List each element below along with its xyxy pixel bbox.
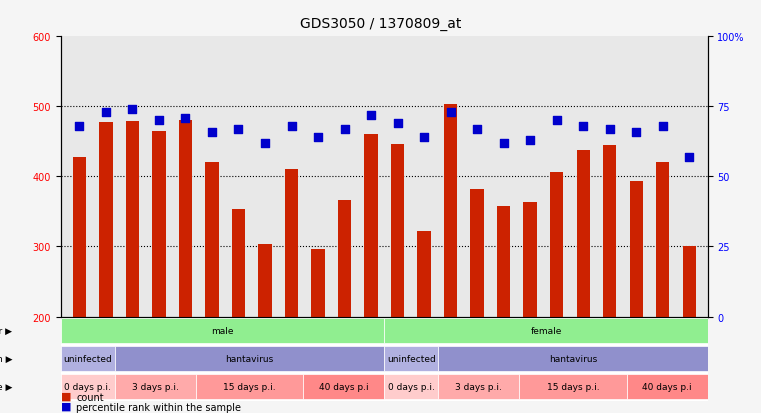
Bar <box>259 245 272 317</box>
Text: 40 days p.i: 40 days p.i <box>319 382 368 391</box>
Text: percentile rank within the sample: percentile rank within the sample <box>76 402 241 412</box>
FancyBboxPatch shape <box>61 374 115 399</box>
FancyBboxPatch shape <box>115 374 196 399</box>
Bar <box>550 173 563 317</box>
FancyBboxPatch shape <box>61 346 115 371</box>
Y-axis label: time ▶: time ▶ <box>0 382 12 391</box>
Point <box>498 140 510 147</box>
Point <box>550 118 562 124</box>
Point <box>444 109 457 116</box>
Point <box>206 129 218 135</box>
Text: ■: ■ <box>61 401 72 411</box>
FancyBboxPatch shape <box>627 374 708 399</box>
Y-axis label: gender ▶: gender ▶ <box>0 326 12 335</box>
Text: 3 days p.i.: 3 days p.i. <box>132 382 179 391</box>
Point <box>577 123 589 130</box>
Text: count: count <box>76 392 103 402</box>
Text: female: female <box>530 326 562 335</box>
Point <box>259 140 271 147</box>
Bar <box>683 247 696 317</box>
Text: GDS3050 / 1370809_at: GDS3050 / 1370809_at <box>300 17 461 31</box>
Bar <box>497 206 510 317</box>
FancyBboxPatch shape <box>384 318 708 343</box>
FancyBboxPatch shape <box>438 346 708 371</box>
Bar <box>232 209 245 317</box>
Text: 0 days p.i.: 0 days p.i. <box>65 382 111 391</box>
Point <box>153 118 165 124</box>
Bar <box>338 201 351 317</box>
Text: male: male <box>212 326 234 335</box>
Point <box>471 126 483 133</box>
Bar <box>285 169 298 317</box>
Point <box>339 126 351 133</box>
Point <box>683 154 696 161</box>
FancyBboxPatch shape <box>61 318 384 343</box>
Point <box>391 121 403 127</box>
Text: uninfected: uninfected <box>387 354 435 363</box>
Text: uninfected: uninfected <box>63 354 112 363</box>
Point <box>126 107 139 113</box>
FancyBboxPatch shape <box>438 374 519 399</box>
Bar <box>656 162 669 317</box>
Point <box>524 137 537 144</box>
Bar <box>470 190 484 317</box>
Bar <box>418 231 431 317</box>
Text: ■: ■ <box>61 391 72 401</box>
FancyBboxPatch shape <box>384 374 438 399</box>
Bar <box>603 145 616 317</box>
Point <box>365 112 377 119</box>
Point <box>418 135 430 141</box>
Bar <box>365 135 377 317</box>
Point <box>232 126 244 133</box>
Y-axis label: infection ▶: infection ▶ <box>0 354 12 363</box>
FancyBboxPatch shape <box>304 374 384 399</box>
FancyBboxPatch shape <box>384 346 438 371</box>
Point <box>657 123 669 130</box>
Text: 15 days p.i.: 15 days p.i. <box>223 382 275 391</box>
Bar <box>152 131 166 317</box>
Text: 3 days p.i.: 3 days p.i. <box>455 382 502 391</box>
Bar <box>629 182 643 317</box>
Bar <box>126 122 139 317</box>
FancyBboxPatch shape <box>115 346 384 371</box>
Bar <box>391 145 404 317</box>
Point <box>180 115 192 121</box>
Point <box>285 123 298 130</box>
Bar <box>577 150 590 317</box>
Bar <box>524 203 537 317</box>
FancyBboxPatch shape <box>196 374 304 399</box>
Point <box>100 109 112 116</box>
Text: hantavirus: hantavirus <box>225 354 274 363</box>
Bar <box>311 249 325 317</box>
Text: hantavirus: hantavirus <box>549 354 597 363</box>
Text: 0 days p.i.: 0 days p.i. <box>388 382 435 391</box>
Point <box>73 123 85 130</box>
Text: 40 days p.i: 40 days p.i <box>642 382 692 391</box>
Point <box>603 126 616 133</box>
Bar <box>73 157 86 317</box>
Bar <box>179 120 192 317</box>
FancyBboxPatch shape <box>519 374 627 399</box>
Point <box>312 135 324 141</box>
Bar <box>444 105 457 317</box>
Point <box>630 129 642 135</box>
Bar <box>205 162 218 317</box>
Bar <box>100 122 113 317</box>
Text: 15 days p.i.: 15 days p.i. <box>546 382 599 391</box>
